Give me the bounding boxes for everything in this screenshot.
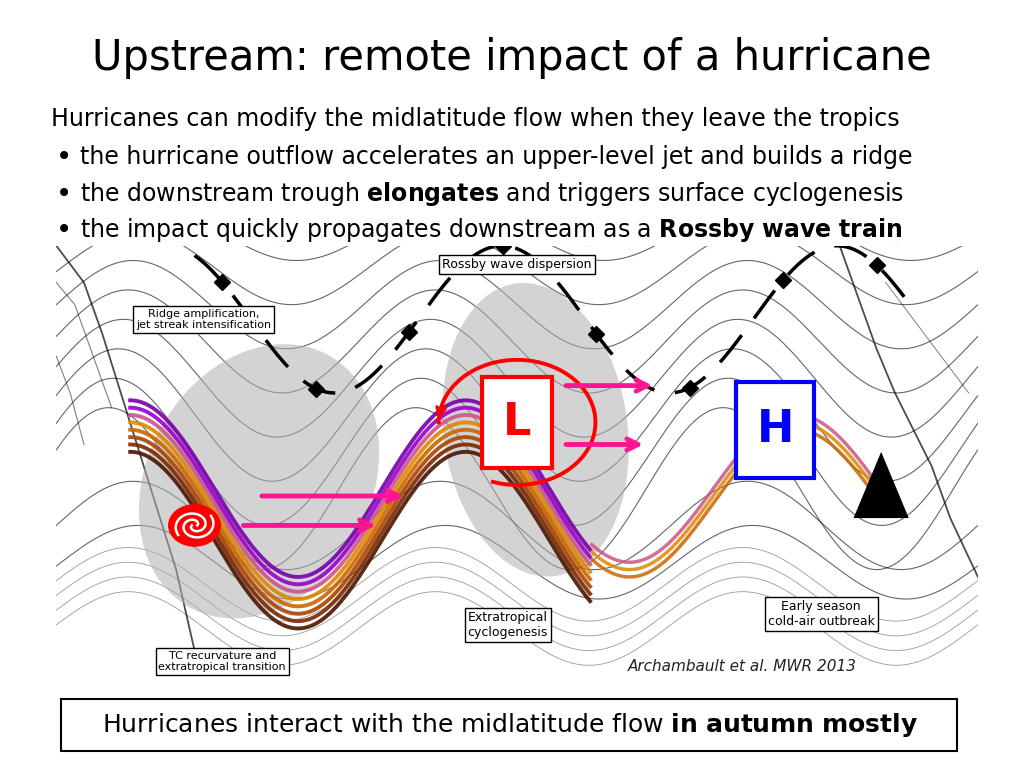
Text: •: • xyxy=(56,217,73,244)
Polygon shape xyxy=(854,452,909,518)
Text: the hurricane outflow accelerates an upper-level jet and builds a ridge: the hurricane outflow accelerates an upp… xyxy=(80,145,912,170)
Text: Rossby wave dispersion: Rossby wave dispersion xyxy=(442,257,592,270)
Text: Ridge amplification,
jet streak intensification: Ridge amplification, jet streak intensif… xyxy=(136,309,271,330)
FancyBboxPatch shape xyxy=(61,699,957,751)
Text: H: H xyxy=(757,409,794,452)
FancyBboxPatch shape xyxy=(482,377,552,468)
Text: the downstream trough $\bf{elongates}$ and triggers surface cyclogenesis: the downstream trough $\bf{elongates}$ a… xyxy=(80,180,904,207)
Text: •: • xyxy=(56,180,73,207)
Text: •: • xyxy=(56,144,73,171)
Text: TC recurvature and
extratropical transition: TC recurvature and extratropical transit… xyxy=(159,650,286,673)
Text: Archambault et al. MWR 2013: Archambault et al. MWR 2013 xyxy=(628,659,857,674)
Ellipse shape xyxy=(139,344,379,618)
Text: Extratropical
cyclogenesis: Extratropical cyclogenesis xyxy=(468,611,548,639)
Circle shape xyxy=(169,505,220,546)
Text: L: L xyxy=(503,401,531,444)
Text: Hurricanes interact with the midlatitude flow $\bf{in\ autumn\ mostly}$: Hurricanes interact with the midlatitude… xyxy=(101,711,919,739)
FancyBboxPatch shape xyxy=(736,382,814,478)
Text: Hurricanes can modify the midlatitude flow when they leave the tropics: Hurricanes can modify the midlatitude fl… xyxy=(51,107,900,131)
Text: Early season
cold-air outbreak: Early season cold-air outbreak xyxy=(768,600,874,627)
Text: the impact quickly propagates downstream as a $\bf{Rossby\ wave\ train}$: the impact quickly propagates downstream… xyxy=(80,217,902,244)
Ellipse shape xyxy=(442,283,629,577)
Text: Upstream: remote impact of a hurricane: Upstream: remote impact of a hurricane xyxy=(92,37,932,78)
